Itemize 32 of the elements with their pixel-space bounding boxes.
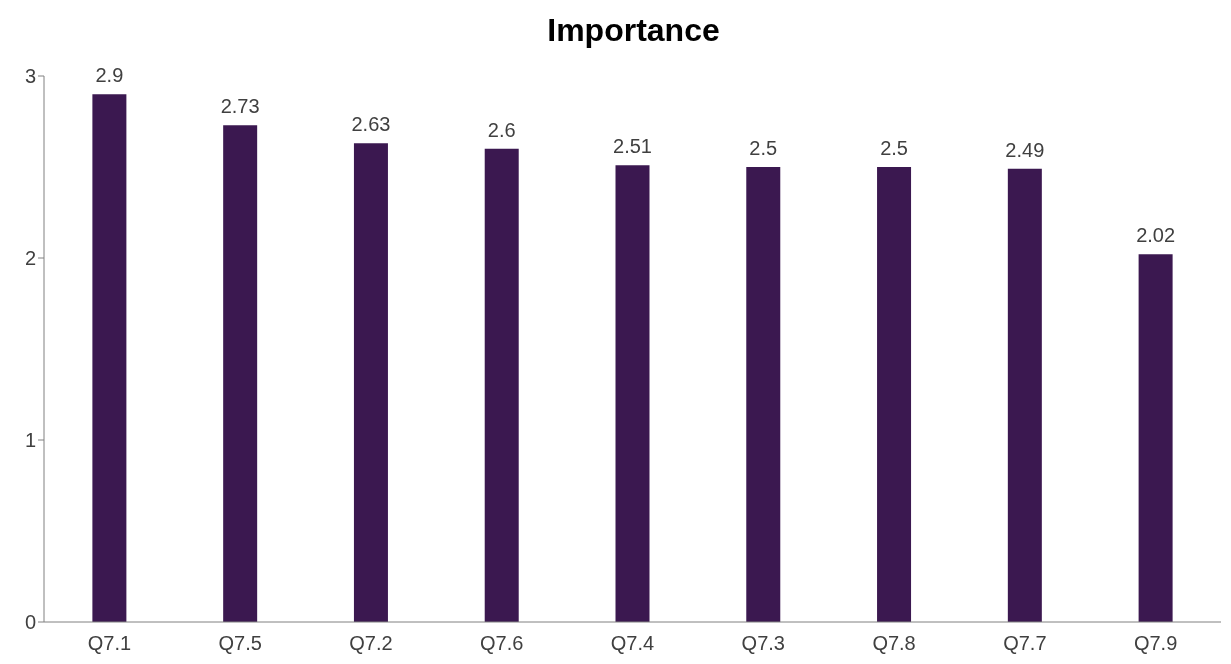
chart-title: Importance bbox=[546, 12, 721, 49]
bar bbox=[877, 167, 912, 622]
bar bbox=[223, 125, 258, 622]
y-tick-label: 0 bbox=[24, 611, 36, 634]
bar bbox=[92, 94, 127, 622]
y-tick-label: 3 bbox=[24, 65, 36, 88]
x-tick-label: Q7.5 bbox=[218, 632, 262, 655]
x-tick-label: Q7.1 bbox=[87, 632, 132, 655]
data-label: 2.63 bbox=[351, 113, 391, 136]
y-tick-label: 2 bbox=[24, 247, 36, 270]
data-label: 2.5 bbox=[880, 137, 908, 159]
bar bbox=[353, 143, 388, 622]
x-tick-label: Q7.3 bbox=[741, 632, 785, 655]
bar bbox=[746, 167, 781, 622]
x-tick-label: Q7.7 bbox=[1003, 632, 1047, 655]
data-label: 2.9 bbox=[95, 64, 124, 87]
x-tick-label: Q7.8 bbox=[872, 632, 916, 655]
data-label: 2.49 bbox=[1005, 138, 1045, 161]
x-tick-label: Q7.2 bbox=[349, 632, 393, 655]
bar bbox=[484, 148, 519, 622]
x-tick-label: Q7.4 bbox=[610, 632, 655, 655]
data-label: 2.5 bbox=[749, 137, 778, 159]
bar bbox=[1007, 168, 1042, 622]
data-label: 2.6 bbox=[487, 118, 516, 141]
y-tick-label: 1 bbox=[24, 429, 36, 452]
data-label: 2.73 bbox=[220, 95, 260, 118]
data-label: 2.51 bbox=[613, 135, 652, 158]
x-tick-label: Q7.6 bbox=[480, 632, 524, 655]
x-tick-label: Q7.9 bbox=[1133, 632, 1178, 655]
bar bbox=[1138, 254, 1173, 622]
bar bbox=[615, 165, 650, 622]
data-label: 2.02 bbox=[1136, 224, 1176, 247]
